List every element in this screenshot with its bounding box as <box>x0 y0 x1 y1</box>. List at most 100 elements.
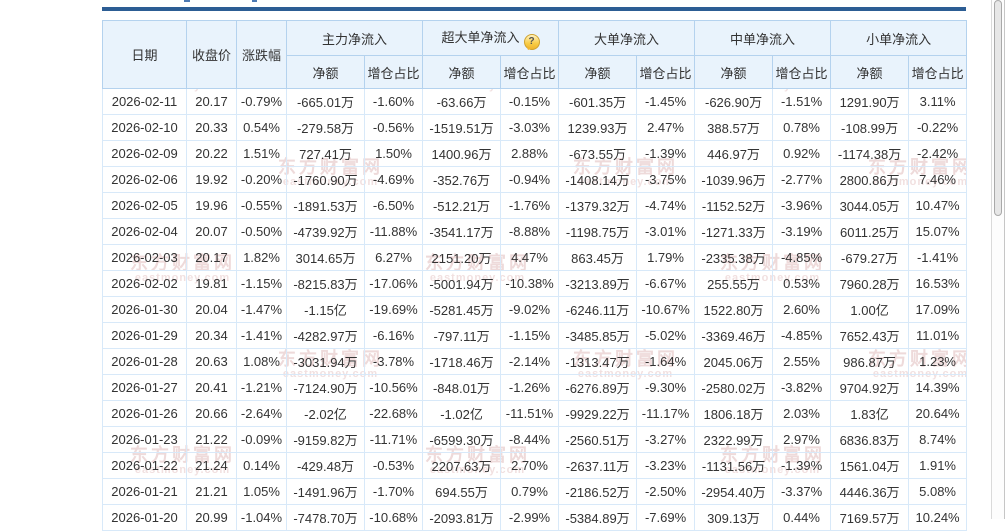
value-cell: -3031.94万 <box>286 348 365 375</box>
group-header-large-inflow: 大单净流入 <box>558 20 696 56</box>
value-cell: -3.75% <box>636 166 696 193</box>
date-cell: 2026-01-29 <box>102 322 187 349</box>
value-cell: -1.41% <box>236 322 287 349</box>
value-cell: 255.55万 <box>694 270 774 297</box>
value-cell: -3.78% <box>363 348 424 375</box>
table-body: 2026-02-11 20.17 -0.79% -665.01万 -1.60% -63.6… <box>102 88 968 531</box>
value-cell: -7.69% <box>636 504 696 531</box>
value-cell: 1.91% <box>908 452 968 479</box>
value-cell: -4.85% <box>772 244 832 271</box>
value-cell: -1.51% <box>772 88 832 115</box>
value-cell: -1.02亿 <box>422 400 502 427</box>
value-cell: -10.56% <box>363 374 424 401</box>
value-cell: 6.27% <box>363 244 424 271</box>
value-cell: 19.92 <box>186 166 237 193</box>
date-cell: 2026-01-23 <box>102 426 187 453</box>
value-cell: 1.82% <box>236 244 287 271</box>
value-cell: 2.97% <box>772 426 832 453</box>
sub-header-ratio: 增仓占比 <box>908 55 968 89</box>
group-header-xlarge-inflow: 超大单净流入? <box>422 20 560 56</box>
value-cell: -3.01% <box>636 218 696 245</box>
value-cell: 20.17 <box>186 88 237 115</box>
scrollbar-track[interactable] <box>991 0 1005 519</box>
value-cell: -108.99万 <box>830 114 910 141</box>
value-cell: 20.64% <box>908 400 968 427</box>
value-cell: 0.44% <box>772 504 832 531</box>
date-cell: 2026-02-03 <box>102 244 187 271</box>
value-cell: 14.39% <box>908 374 968 401</box>
value-cell: -1519.51万 <box>422 114 502 141</box>
value-cell: -1174.38万 <box>830 140 910 167</box>
value-cell: -11.71% <box>363 426 424 453</box>
value-cell: -10.67% <box>636 296 696 323</box>
value-cell: 1561.04万 <box>830 452 910 479</box>
scrollbar-thumb[interactable] <box>994 0 1002 216</box>
value-cell: -2093.81万 <box>422 504 502 531</box>
fund-flow-table-zone: 东方财富网 eastmoney.com 东方财富网 eastmoney.com 东方财富… <box>102 20 968 531</box>
value-cell: 20.33 <box>186 114 237 141</box>
value-cell: -1718.46万 <box>422 348 502 375</box>
table-row: 2026-02-04 20.07 -0.50% -4739.92万 -11.88% -35… <box>102 218 968 245</box>
value-cell: -3.03% <box>500 114 560 141</box>
date-cell: 2026-02-09 <box>102 140 187 167</box>
value-cell: -2580.02万 <box>694 374 774 401</box>
value-cell: -1152.52万 <box>694 192 774 219</box>
value-cell: -673.55万 <box>558 140 638 167</box>
value-cell: -1313.47万 <box>558 348 638 375</box>
value-cell: -679.27万 <box>830 244 910 271</box>
value-cell: -6599.30万 <box>422 426 502 453</box>
value-cell: -4739.92万 <box>286 218 365 245</box>
value-cell: 309.13万 <box>694 504 774 531</box>
table-row: 2026-01-29 20.34 -1.41% -4282.97万 -6.16% -797… <box>102 322 968 349</box>
value-cell: 20.17 <box>186 244 237 271</box>
value-cell: -626.90万 <box>694 88 774 115</box>
value-cell: -11.88% <box>363 218 424 245</box>
group-label: 小单净流入 <box>866 31 932 47</box>
value-cell: -4.85% <box>772 322 832 349</box>
value-cell: 1.08% <box>236 348 287 375</box>
value-cell: 6836.83万 <box>830 426 910 453</box>
value-cell: -2.99% <box>500 504 560 531</box>
table-row: 2026-02-09 20.22 1.51% 727.41万 1.50% 1400.96万… <box>102 140 968 167</box>
value-cell: -1.15亿 <box>286 296 365 323</box>
value-cell: -0.22% <box>908 114 968 141</box>
value-cell: -0.20% <box>236 166 287 193</box>
value-cell: 986.87万 <box>830 348 910 375</box>
value-cell: -2.42% <box>908 140 968 167</box>
value-cell: -3.37% <box>772 478 832 505</box>
value-cell: -2.02亿 <box>286 400 365 427</box>
col-header-change: 涨跌幅 <box>236 20 287 89</box>
value-cell: -2.50% <box>636 478 696 505</box>
value-cell: -2954.40万 <box>694 478 774 505</box>
sub-header-ratio: 增仓占比 <box>500 55 560 89</box>
value-cell: 863.45万 <box>558 244 638 271</box>
value-cell: 7.46% <box>908 166 968 193</box>
value-cell: 21.21 <box>186 478 237 505</box>
value-cell: -1.39% <box>636 140 696 167</box>
value-cell: 20.07 <box>186 218 237 245</box>
date-cell: 2026-02-05 <box>102 192 187 219</box>
date-cell: 2026-01-30 <box>102 296 187 323</box>
sub-header-amount: 净额 <box>558 55 638 89</box>
value-cell: 388.57万 <box>694 114 774 141</box>
table-header: 日期 收盘价 涨跌幅 主力净流入 超大单净流入? 大单净流入 中单净流入 小单净… <box>102 20 968 89</box>
value-cell: -3213.89万 <box>558 270 638 297</box>
value-cell: -279.58万 <box>286 114 365 141</box>
sub-header-ratio: 增仓占比 <box>636 55 696 89</box>
table-row: 2026-02-02 19.81 -1.15% -8215.83万 -17.06% -50… <box>102 270 968 297</box>
fund-flow-table: 日期 收盘价 涨跌幅 主力净流入 超大单净流入? 大单净流入 中单净流入 小单净… <box>102 20 968 531</box>
cutoff-text-fragment <box>184 0 190 2</box>
value-cell: -63.66万 <box>422 88 502 115</box>
value-cell: 1239.93万 <box>558 114 638 141</box>
col-header-close: 收盘价 <box>186 20 237 89</box>
help-icon[interactable]: ? <box>523 33 540 50</box>
value-cell: -6.67% <box>636 270 696 297</box>
group-header-small-inflow: 小单净流入 <box>830 20 968 56</box>
value-cell: -11.17% <box>636 400 696 427</box>
group-header-medium-inflow: 中单净流入 <box>694 20 832 56</box>
value-cell: 20.99 <box>186 504 237 531</box>
value-cell: -10.38% <box>500 270 560 297</box>
date-cell: 2026-02-04 <box>102 218 187 245</box>
date-cell: 2026-01-27 <box>102 374 187 401</box>
date-cell: 2026-01-21 <box>102 478 187 505</box>
